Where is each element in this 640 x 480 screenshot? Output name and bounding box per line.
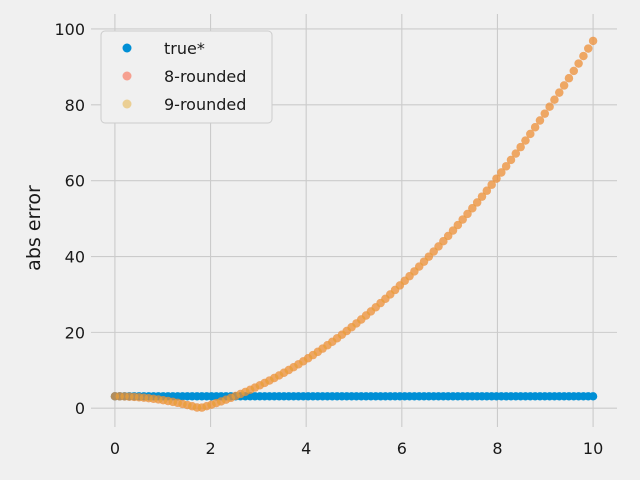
legend-label: 9-rounded	[164, 95, 246, 114]
data-point	[443, 231, 453, 241]
x-tick-label: 4	[301, 439, 311, 458]
x-tick-label: 0	[110, 439, 120, 458]
data-point	[550, 95, 559, 104]
x-tick-label: 8	[492, 439, 502, 458]
legend-label: 8-rounded	[164, 67, 246, 86]
data-point	[482, 186, 492, 195]
y-tick-label: 80	[65, 96, 85, 115]
data-point	[559, 81, 569, 90]
data-point	[569, 66, 578, 76]
x-tick-label: 6	[397, 439, 407, 458]
legend-frame	[100, 30, 273, 124]
series-true*	[110, 392, 598, 401]
grid	[91, 14, 617, 427]
data-point	[588, 392, 598, 401]
legend: true* 8-rounded 9-rounded	[100, 30, 273, 124]
legend-marker	[122, 71, 132, 81]
data-point	[526, 129, 535, 139]
data-point	[453, 220, 463, 230]
data-point	[521, 136, 530, 145]
data-point	[530, 123, 540, 132]
x-tick-label: 2	[205, 439, 215, 458]
data-point	[564, 74, 574, 83]
data-point	[492, 174, 501, 183]
data-point	[472, 198, 482, 207]
data-point	[458, 215, 467, 224]
data-point	[516, 142, 525, 152]
data-point	[545, 102, 554, 111]
y-tick-label: 100	[54, 20, 85, 39]
y-tick-label: 0	[75, 399, 85, 418]
data-point	[584, 44, 593, 53]
x-tick-label: 10	[583, 439, 603, 458]
data-point	[501, 162, 511, 171]
series-9-rounded	[110, 36, 598, 412]
data-point	[497, 168, 506, 177]
legend-label: true*	[164, 39, 205, 58]
data-point	[487, 180, 496, 189]
legend-marker	[122, 43, 132, 53]
data-point	[555, 88, 564, 97]
y-tick-label: 60	[65, 172, 85, 191]
data-point	[468, 204, 477, 213]
data-point	[463, 209, 472, 219]
data-point	[579, 51, 588, 61]
y-axis-label: abs error	[23, 185, 45, 271]
data-points	[110, 36, 598, 412]
data-point	[540, 109, 549, 118]
data-point	[439, 237, 448, 246]
data-point	[535, 116, 545, 125]
data-point	[506, 155, 516, 165]
data-point	[477, 192, 487, 201]
data-point	[574, 59, 583, 68]
data-point	[588, 36, 598, 46]
data-point	[448, 226, 458, 235]
y-tick-label: 40	[65, 248, 85, 267]
legend-marker	[122, 99, 132, 109]
data-point	[511, 149, 521, 158]
y-tick-label: 20	[65, 323, 85, 342]
